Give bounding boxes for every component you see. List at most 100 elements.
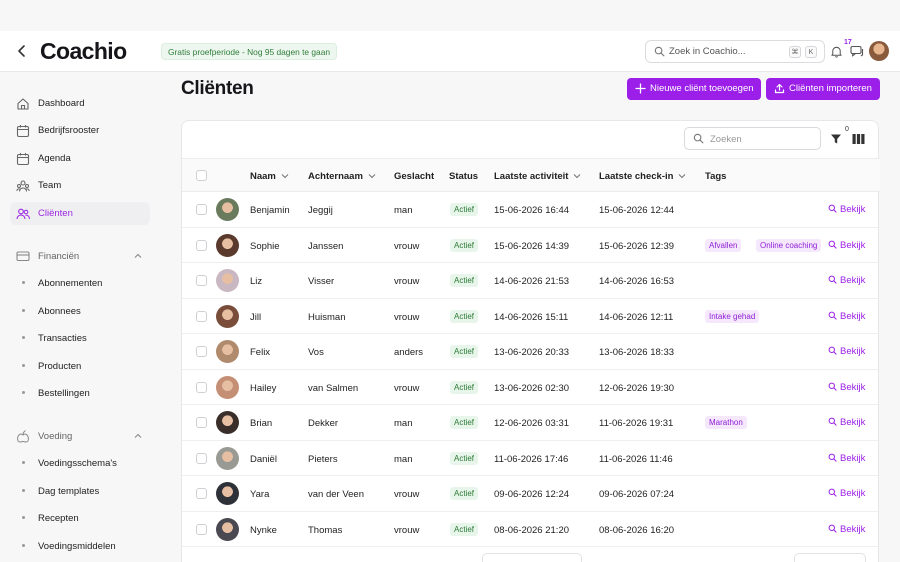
sidebar-item-voedingsmiddelen[interactable]: Voedingsmiddelen xyxy=(10,536,150,556)
chevron-down-icon xyxy=(679,174,686,179)
row-checkbox[interactable] xyxy=(196,204,207,215)
notification-count: 17 xyxy=(844,39,852,46)
view-label: Bekijk xyxy=(840,417,866,428)
cell-first-name: Sophie xyxy=(250,240,280,252)
app-logo[interactable]: Coachio xyxy=(40,38,127,64)
sidebar-item-clienten[interactable]: Cliënten xyxy=(10,202,150,225)
row-checkbox[interactable] xyxy=(196,275,207,286)
bullet-dot xyxy=(22,391,25,394)
row-checkbox[interactable] xyxy=(196,452,207,464)
upload-icon xyxy=(774,83,785,94)
import-clients-button[interactable]: Cliënten importeren xyxy=(766,78,880,100)
sidebar-item-bestellingen[interactable]: Bestellingen xyxy=(10,383,150,403)
row-checkbox[interactable] xyxy=(196,488,207,499)
row-checkbox[interactable] xyxy=(196,381,207,393)
sidebar-item-agenda[interactable]: Agenda xyxy=(10,147,150,170)
cell-last-activity: 14-06-2026 15:11 xyxy=(494,311,569,323)
row-checkbox[interactable] xyxy=(196,310,207,322)
add-client-label: Nieuwe cliënt toevoegen xyxy=(650,83,754,94)
search-icon xyxy=(828,382,837,391)
pagination-controls[interactable] xyxy=(794,553,866,562)
table-row[interactable]: Benjamin Jeggij man Actief 15-06-2026 16:44 1… xyxy=(182,192,880,228)
columns-icon[interactable] xyxy=(852,133,865,145)
sidebar-item-producten[interactable]: Producten xyxy=(10,356,150,376)
column-achternaam[interactable]: Achternaam xyxy=(308,171,376,182)
table-search-input[interactable]: Zoeken xyxy=(684,127,821,150)
sidebar-item-abonnementen[interactable]: Abonnementen xyxy=(10,273,150,293)
row-checkbox[interactable] xyxy=(196,417,207,428)
chat-icon[interactable] xyxy=(850,45,864,58)
status-badge: Actief xyxy=(450,522,479,536)
search-icon xyxy=(828,275,837,284)
view-client-link[interactable]: Bekijk xyxy=(828,346,865,357)
sidebar-item-recepten[interactable]: Recepten xyxy=(10,508,150,528)
users-icon xyxy=(16,208,30,220)
table-row[interactable]: Hailey van Salmen vrouw Actief 13-06-2026 02… xyxy=(182,370,880,405)
view-client-link[interactable]: Bekijk xyxy=(828,453,865,464)
cell-gender: vrouw xyxy=(394,382,420,394)
column-laatste-checkin[interactable]: Laatste check-in xyxy=(599,171,686,182)
search-icon xyxy=(654,46,665,57)
view-client-link[interactable]: Bekijk xyxy=(828,311,865,322)
bell-icon[interactable] xyxy=(830,45,843,58)
user-avatar[interactable] xyxy=(869,41,889,61)
sidebar: Dashboard Bedrijfsrooster Agenda Team Cl… xyxy=(0,72,165,562)
view-client-link[interactable]: Bekijk xyxy=(828,382,865,393)
sidebar-section-financien[interactable]: Financiën xyxy=(10,246,150,266)
sidebar-item-dashboard[interactable]: Dashboard xyxy=(10,92,150,115)
view-client-link[interactable]: Bekijk xyxy=(828,275,865,286)
search-icon xyxy=(828,311,837,320)
sidebar-item-team[interactable]: Team xyxy=(10,174,150,197)
chevron-up-icon[interactable] xyxy=(134,252,142,260)
cell-last-checkin: 14-06-2026 12:11 xyxy=(599,311,674,323)
add-client-button[interactable]: Nieuwe cliënt toevoegen xyxy=(627,78,761,100)
table-row[interactable]: Jill Huisman vrouw Actief 14-06-2026 15:11 14… xyxy=(182,299,880,334)
table-row[interactable]: Nynke Thomas vrouw Actief 08-06-2026 21:20 08… xyxy=(182,512,880,547)
table-row[interactable]: Daniël Pieters man Actief 11-06-2026 17:46 11… xyxy=(182,441,880,476)
view-client-link[interactable]: Bekijk xyxy=(828,417,865,428)
select-all-checkbox[interactable] xyxy=(196,170,207,181)
chevron-up-icon[interactable] xyxy=(134,432,142,440)
back-arrow-icon[interactable] xyxy=(14,43,30,59)
column-laatste-activiteit[interactable]: Laatste activiteit xyxy=(494,171,581,182)
view-client-link[interactable]: Bekijk xyxy=(828,204,865,215)
sidebar-item-label: Producten xyxy=(38,361,82,372)
sidebar-item-abonnees[interactable]: Abonnees xyxy=(10,301,150,321)
global-search-input[interactable]: Zoek in Coachio... ⌘ K xyxy=(645,40,825,63)
table-row[interactable]: Liz Visser vrouw Actief 14-06-2026 21:53 14-0… xyxy=(182,263,880,299)
status-badge: Actief xyxy=(450,274,479,287)
view-label: Bekijk xyxy=(840,452,866,464)
table-row[interactable]: Felix Vos anders Actief 13-06-2026 20:33 13-0… xyxy=(182,334,880,370)
section-label: Voeding xyxy=(38,431,73,442)
table-row[interactable]: Sophie Janssen vrouw Actief 15-06-2026 14:39… xyxy=(182,228,880,263)
row-checkbox[interactable] xyxy=(196,239,207,251)
view-client-link[interactable]: Bekijk xyxy=(828,524,865,535)
table-header: Naam Achternaam Geslacht Status Laatste … xyxy=(182,158,880,192)
app-header: Coachio Gratis proefperiode - Nog 95 dag… xyxy=(0,31,900,72)
shortcut-cmd-key: ⌘ xyxy=(789,46,801,58)
tag-badge: Marathon xyxy=(705,416,747,429)
cell-last-activity: 14-06-2026 21:53 xyxy=(494,276,570,287)
chevron-down-icon xyxy=(574,174,581,179)
sidebar-item-dag-templates[interactable]: Dag templates xyxy=(10,481,150,501)
table-row[interactable]: Brian Dekker man Actief 12-06-2026 03:31 11-0… xyxy=(182,405,880,441)
sidebar-section-voeding[interactable]: Voeding xyxy=(10,426,150,446)
cell-first-name: Brian xyxy=(250,418,273,429)
row-checkbox[interactable] xyxy=(196,523,207,535)
sidebar-item-voedingsschemas[interactable]: Voedingsschema's xyxy=(10,453,150,473)
cell-first-name: Daniël xyxy=(250,453,277,465)
column-label: Laatste activiteit xyxy=(494,171,569,182)
status-badge: Actief xyxy=(450,380,479,394)
row-checkbox[interactable] xyxy=(196,346,207,357)
cell-last-checkin: 14-06-2026 16:53 xyxy=(599,276,675,287)
cell-first-name: Liz xyxy=(250,276,263,287)
pagination-select[interactable] xyxy=(482,553,582,562)
column-naam[interactable]: Naam xyxy=(250,171,289,182)
sidebar-item-bedrijfsrooster[interactable]: Bedrijfsrooster xyxy=(10,119,150,142)
sidebar-item-transacties[interactable]: Transacties xyxy=(10,328,150,348)
page-title: Cliënten xyxy=(181,78,254,99)
view-client-link[interactable]: Bekijk xyxy=(828,240,865,251)
filter-icon[interactable] xyxy=(830,133,842,145)
table-row[interactable]: Yara van der Veen vrouw Actief 09-06-2026 12… xyxy=(182,476,880,512)
view-client-link[interactable]: Bekijk xyxy=(828,488,865,499)
